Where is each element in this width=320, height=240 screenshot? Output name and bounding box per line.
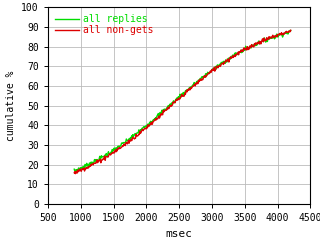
all replies [72,168,76,171]
Line: all replies: all replies [74,30,291,171]
X-axis label: msec: msec [166,228,193,239]
all non-gets [229,57,233,60]
all non-gets [73,172,77,175]
all non-gets [159,114,163,116]
Legend: all replies, all non-gets: all replies, all non-gets [53,12,156,37]
all replies [73,170,77,173]
all non-gets [99,161,103,164]
all non-gets [143,127,147,130]
all replies [229,55,233,58]
all replies [289,29,292,32]
all replies [230,55,234,58]
all non-gets [72,171,76,174]
all replies [159,111,163,114]
all replies [288,29,292,32]
all non-gets [289,29,292,32]
all replies [209,70,213,73]
all non-gets [230,56,234,59]
Line: all non-gets: all non-gets [74,30,291,174]
all non-gets [209,71,213,74]
all replies [143,125,147,128]
Y-axis label: cumulative %: cumulative % [6,70,16,141]
all replies [99,157,103,160]
